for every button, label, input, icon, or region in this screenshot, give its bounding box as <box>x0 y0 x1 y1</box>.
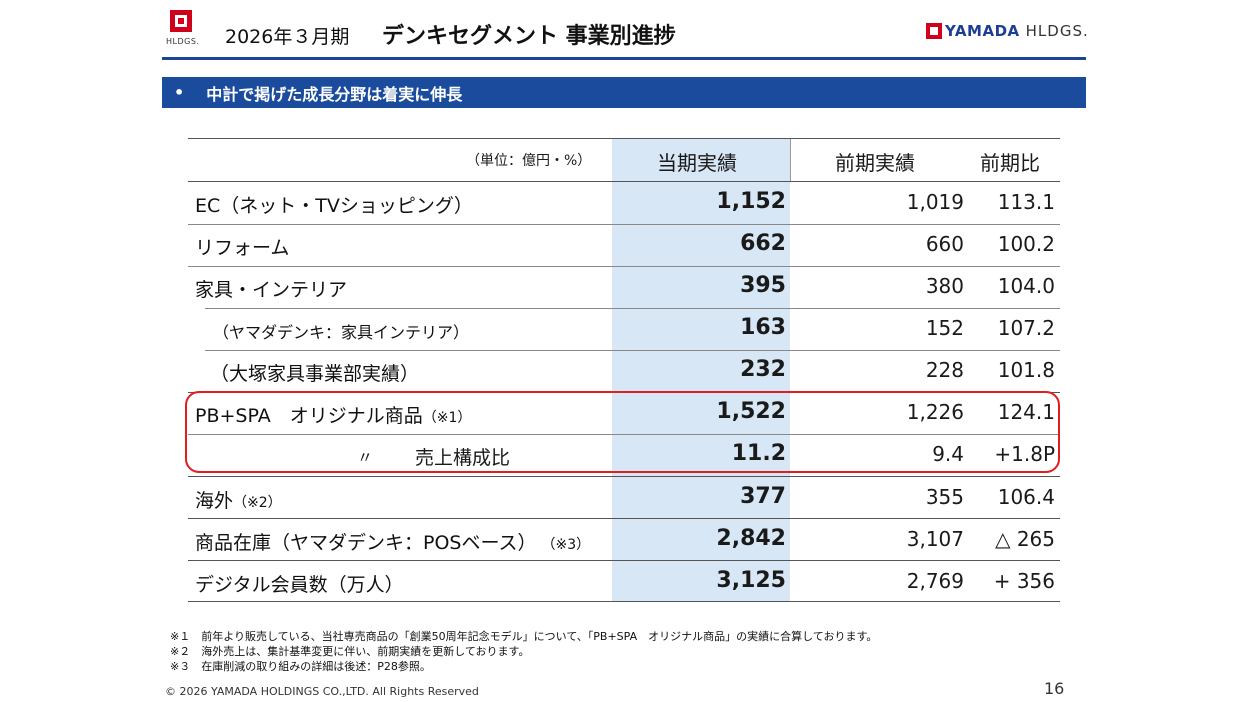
row-ratio-yamada-furniture: 107.2 <box>997 316 1055 340</box>
header-divider <box>162 57 1086 60</box>
highlight-box <box>185 391 1060 473</box>
ditto-mark: 〃 <box>357 448 374 467</box>
footnote-ref-3: （※3） <box>548 537 591 553</box>
fiscal-period: 2026年３月期 <box>225 26 350 48</box>
brand-suffix: HLDGS. <box>1025 22 1089 40</box>
row-label-furniture: 家具・インテリア <box>195 279 348 301</box>
col-header-ratio: 前期比 <box>980 151 1040 175</box>
section-banner: • 中計で掲げた成長分野は着実に伸長 <box>162 77 1086 108</box>
row-previous-pb-spa: 1,226 <box>906 400 964 424</box>
row-rule <box>188 266 1060 267</box>
row-rule <box>188 476 1060 477</box>
unit-label: （単位：億円・%） <box>466 153 592 169</box>
row-rule <box>188 560 1060 561</box>
row-ratio-inventory: △ 265 <box>995 527 1055 551</box>
row-current-pb-spa: 1,522 <box>716 399 786 424</box>
row-previous-sales-ratio: 9.4 <box>932 442 964 466</box>
row-label-overseas: 海外（※2） <box>195 486 282 513</box>
page-number: 16 <box>1044 679 1065 698</box>
banner-text: 中計で掲げた成長分野は着実に伸長 <box>206 84 463 104</box>
table-top-rule <box>188 138 1060 139</box>
footnote-ref-2: （※2） <box>233 495 282 511</box>
row-previous-ec: 1,019 <box>906 190 964 214</box>
row-label-pb-spa-text: PB+SPA オリジナル商品 <box>195 405 423 427</box>
header-rule <box>188 181 1060 182</box>
row-ratio-ec: 113.1 <box>997 190 1055 214</box>
footnote-3: ※３ 在庫削減の取り組みの詳細は後述：P28参照。 <box>170 660 431 673</box>
footnote-1: ※１ 前年より販売している、当社専売商品の「創業50周年記念モデル」について、「… <box>170 630 878 643</box>
row-ratio-otsuka: 101.8 <box>997 358 1055 382</box>
row-current-yamada-furniture: 163 <box>740 315 786 340</box>
row-rule <box>205 350 1060 351</box>
row-ratio-sales-ratio: +1.8P <box>994 442 1055 466</box>
row-current-reform: 662 <box>740 231 786 256</box>
page-title: デンキセグメント 事業別進捗 <box>382 24 676 49</box>
row-current-furniture: 395 <box>740 273 786 298</box>
row-label-inventory: 商品在庫（ヤマダデンキ：POSベース） （※3） <box>195 528 590 555</box>
row-label-digital-members: デジタル会員数（万人） <box>195 574 404 596</box>
company-logo: HLDGS. <box>162 8 206 50</box>
copyright: © 2026 YAMADA HOLDINGS CO.,LTD. All Righ… <box>165 685 479 698</box>
row-ratio-reform: 100.2 <box>997 232 1055 256</box>
row-current-overseas: 377 <box>740 484 786 509</box>
footnotes: ※１ 前年より販売している、当社専売商品の「創業50周年記念モデル」について、「… <box>170 629 877 674</box>
row-current-ec: 1,152 <box>716 189 786 214</box>
row-label-sales-ratio: 売上構成比 <box>415 447 511 469</box>
row-ratio-furniture: 104.0 <box>997 274 1055 298</box>
row-label-pb-spa: PB+SPA オリジナル商品（※1） <box>195 401 471 428</box>
row-label-overseas-text: 海外 <box>195 490 234 512</box>
row-previous-otsuka: 228 <box>925 358 964 382</box>
brand-logo: YAMADA HLDGS. <box>926 22 1089 40</box>
row-previous-yamada-furniture: 152 <box>925 316 964 340</box>
row-ratio-overseas: 106.4 <box>997 485 1055 509</box>
footnote-ref-1: （※1） <box>422 410 472 426</box>
row-rule <box>188 434 1060 435</box>
col-header-previous: 前期実績 <box>835 151 915 175</box>
row-current-otsuka: 232 <box>740 357 786 382</box>
header-column-divider <box>790 138 791 181</box>
row-rule <box>205 308 1060 309</box>
current-column-highlight <box>612 138 790 601</box>
row-label-inventory-text: 商品在庫（ヤマダデンキ：POSベース） <box>195 532 537 554</box>
row-current-sales-ratio: 11.2 <box>731 441 786 466</box>
row-label-otsuka: （大塚家具事業部実績） <box>210 363 420 385</box>
row-ratio-digital-members: + 356 <box>993 569 1055 593</box>
logo-mark-icon <box>170 10 192 32</box>
footnote-2: ※２ 海外売上は、集計基準変更に伴い、前期実績を更新しております。 <box>170 645 530 658</box>
row-label-reform: リフォーム <box>195 237 290 259</box>
row-previous-reform: 660 <box>925 232 964 256</box>
col-header-current: 当期実績 <box>657 151 737 175</box>
row-previous-digital-members: 2,769 <box>906 569 964 593</box>
row-label-yamada-furniture: （ヤマダデンキ：家具インテリア） <box>213 323 470 342</box>
row-rule <box>188 224 1060 225</box>
row-current-digital-members: 3,125 <box>716 568 786 593</box>
row-current-inventory: 2,842 <box>716 526 786 551</box>
table-bottom-rule <box>188 601 1060 602</box>
row-previous-furniture: 380 <box>925 274 964 298</box>
row-ratio-pb-spa: 124.1 <box>997 400 1055 424</box>
brand-mark-icon <box>926 23 942 39</box>
row-rule <box>188 518 1060 519</box>
bullet: • <box>174 83 185 102</box>
row-previous-overseas: 355 <box>925 485 964 509</box>
row-previous-inventory: 3,107 <box>906 527 964 551</box>
brand-name: YAMADA <box>945 22 1020 40</box>
row-label-ec: EC（ネット・TVショッピング） <box>195 195 473 217</box>
logo-text: HLDGS. <box>166 37 200 46</box>
